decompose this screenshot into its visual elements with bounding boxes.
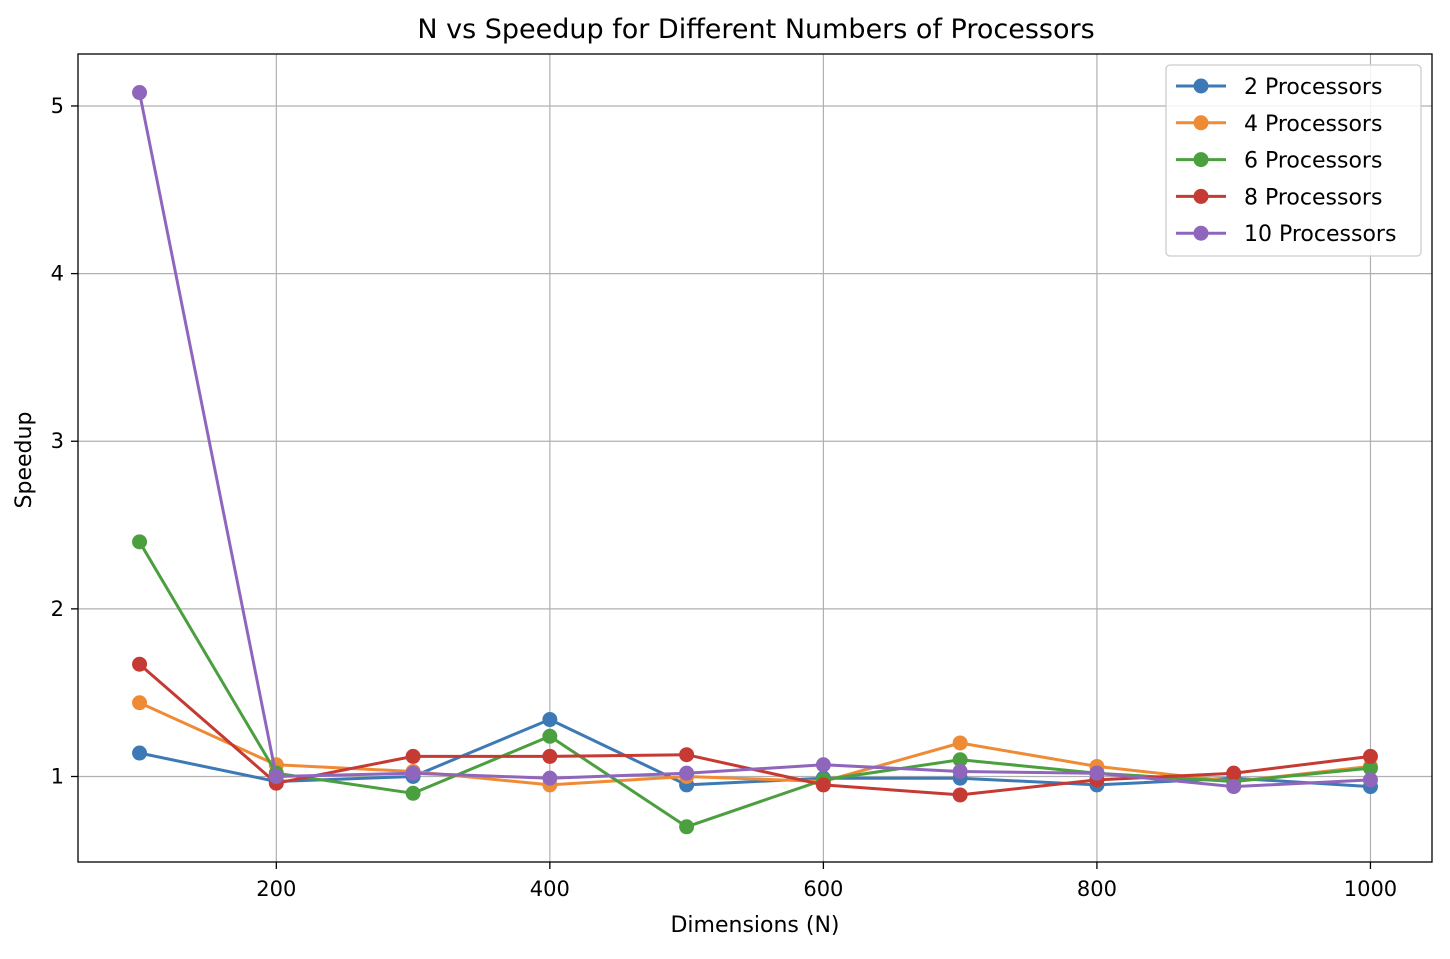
y-tick-label: 2 xyxy=(51,597,64,621)
legend-marker xyxy=(1193,225,1209,241)
data-point xyxy=(405,765,421,781)
series-5 xyxy=(132,85,1378,795)
x-tick-label: 600 xyxy=(803,877,843,901)
data-point xyxy=(132,85,148,101)
legend-item: 4 Processors xyxy=(1176,112,1382,137)
data-point xyxy=(542,712,558,728)
legend-marker xyxy=(1193,115,1209,131)
data-point xyxy=(405,785,421,801)
data-point xyxy=(542,728,558,744)
x-tick-label: 1000 xyxy=(1344,877,1397,901)
x-tick-label: 400 xyxy=(530,877,570,901)
series-line xyxy=(138,541,1371,829)
x-tick-label: 200 xyxy=(256,877,296,901)
y-tick-label: 1 xyxy=(51,765,64,789)
legend-label: 8 Processors xyxy=(1244,185,1382,210)
data-point xyxy=(1362,772,1378,788)
data-point xyxy=(542,770,558,786)
data-point xyxy=(405,748,421,764)
legend-marker xyxy=(1193,152,1209,168)
data-point xyxy=(132,534,148,550)
legend-label: 6 Processors xyxy=(1244,149,1382,174)
series-line xyxy=(138,92,1371,789)
data-point xyxy=(952,752,968,768)
chart-title: N vs Speedup for Different Numbers of Pr… xyxy=(417,14,1094,45)
legend-item: 6 Processors xyxy=(1176,149,1382,174)
data-point xyxy=(815,777,831,793)
y-axis-label: Speedup xyxy=(12,412,37,509)
data-point xyxy=(679,747,695,763)
x-axis-label: Dimensions (N) xyxy=(670,913,839,938)
series-layer xyxy=(132,85,1378,835)
data-point xyxy=(132,695,148,711)
series-line xyxy=(138,701,1371,787)
data-point xyxy=(952,763,968,779)
data-point xyxy=(952,735,968,751)
legend-item: 8 Processors xyxy=(1176,185,1382,210)
data-point xyxy=(132,745,148,761)
data-point xyxy=(1362,760,1378,776)
data-point xyxy=(1226,765,1242,781)
legend-label: 4 Processors xyxy=(1244,112,1382,137)
y-tick-label: 5 xyxy=(51,94,64,118)
data-point xyxy=(1089,765,1105,781)
series-3 xyxy=(132,534,1378,835)
legend-label: 2 Processors xyxy=(1244,75,1382,100)
data-point xyxy=(952,787,968,803)
data-point xyxy=(132,656,148,672)
x-tick-label: 800 xyxy=(1077,877,1117,901)
data-point xyxy=(815,757,831,773)
plot-frame xyxy=(77,53,1433,863)
data-point xyxy=(1362,748,1378,764)
data-point xyxy=(679,819,695,835)
series-line xyxy=(139,718,1371,789)
data-point xyxy=(679,765,695,781)
legend: 2 Processors 4 Processors 6 Processors 8 Pr… xyxy=(1165,64,1422,257)
legend-box xyxy=(1165,64,1422,257)
y-tick-label: 3 xyxy=(51,429,64,453)
legend-item: 10 Processors xyxy=(1176,222,1396,247)
y-tick-label: 4 xyxy=(51,262,64,286)
data-point xyxy=(542,748,558,764)
data-point xyxy=(1226,779,1242,795)
legend-item: 2 Processors xyxy=(1176,75,1382,100)
legend-marker xyxy=(1193,78,1209,94)
legend-label: 10 Processors xyxy=(1244,222,1396,247)
x-axis: 200 400 600 800 1000 xyxy=(256,862,1397,901)
data-point xyxy=(268,769,284,785)
y-axis: 1 2 3 4 5 xyxy=(51,94,78,789)
legend-marker xyxy=(1193,188,1209,204)
